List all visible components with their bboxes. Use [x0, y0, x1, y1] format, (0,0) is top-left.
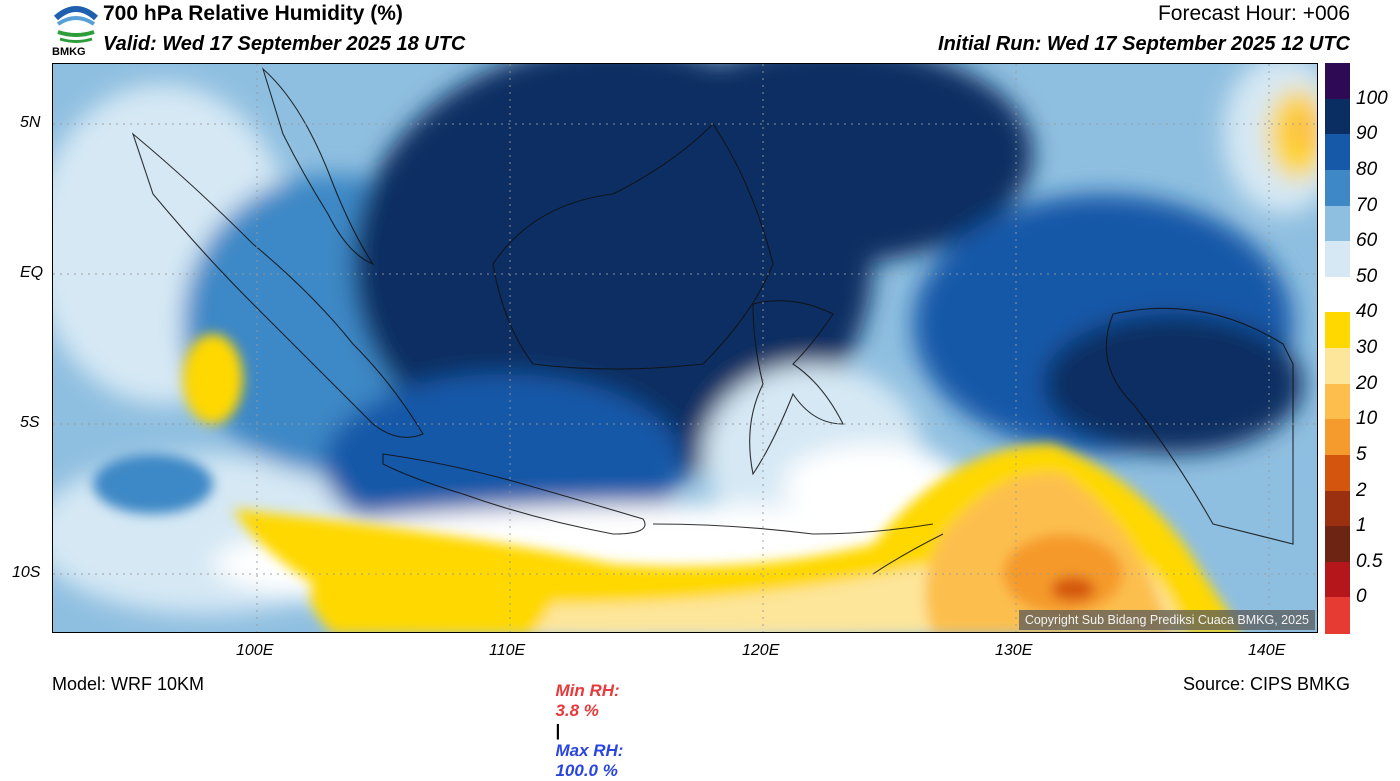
- max-rh-value: 100.0 %: [555, 761, 618, 780]
- malay-outline: [261, 67, 375, 266]
- colorbar-label: 1: [1356, 515, 1367, 537]
- lat-label-5n: 5N: [20, 114, 41, 131]
- java-outline: [382, 453, 646, 535]
- colorbar-label: 80: [1356, 158, 1378, 180]
- rh-field-20-ne: [1287, 104, 1317, 154]
- colorbar-segment: [1325, 419, 1350, 456]
- colorbar-label: 0: [1356, 586, 1367, 608]
- colorbar-label: 50: [1356, 265, 1378, 287]
- colorbar-label: 5: [1356, 443, 1367, 465]
- colorbar-segment: [1325, 561, 1350, 598]
- colorbar-segment: [1325, 454, 1350, 491]
- colorbar-segment: [1325, 169, 1350, 206]
- colorbar-segment: [1325, 348, 1350, 385]
- colorbar-segment: [1325, 205, 1350, 242]
- lat-label-10s: 10S: [12, 564, 41, 581]
- valid-time: Valid: Wed 17 September 2025 18 UTC: [103, 33, 466, 55]
- colorbar-label: 0.5: [1356, 550, 1383, 572]
- min-rh-value: 3.8 %: [555, 701, 599, 720]
- humidity-map: Copyright Sub Bidang Prediksi Cuaca BMKG…: [52, 63, 1318, 633]
- rh-field-30-west-patch: [183, 334, 243, 424]
- colorbar-label: 40: [1356, 301, 1378, 323]
- colorbar-segment: [1325, 276, 1350, 313]
- rh-field-90-papua: [1043, 314, 1303, 454]
- data-source: Source: CIPS BMKG: [1182, 674, 1350, 694]
- logo-text: BMKG: [52, 46, 86, 58]
- coastlines: [131, 67, 1294, 575]
- lon-label-120e: 120E: [742, 642, 780, 659]
- nusa-tenggara-outline: [652, 523, 934, 535]
- stats-separator: |: [555, 721, 561, 740]
- colorbar-label: 10: [1356, 408, 1378, 430]
- colorbar-label: 100: [1356, 87, 1388, 109]
- colorbar-label: 90: [1356, 123, 1378, 145]
- colorbar-segment: [1325, 597, 1350, 634]
- colorbar-segment: [1325, 241, 1350, 278]
- bmkg-logo: BMKG: [52, 2, 100, 60]
- colorbar-label: 70: [1356, 194, 1378, 216]
- colorbar-label: 20: [1356, 372, 1378, 394]
- colorbar-segment: [1325, 383, 1350, 420]
- min-rh-label: Min RH:: [555, 681, 620, 700]
- colorbar-label: 30: [1356, 337, 1378, 358]
- colorbar-segment: [1325, 63, 1350, 100]
- papua-outline: [1105, 307, 1294, 545]
- lat-label-eq: EQ: [20, 264, 44, 281]
- colorbar-segment: [1325, 312, 1350, 349]
- graticule: [53, 64, 1317, 632]
- initial-run: Initial Run: Wed 17 September 2025 12 UT…: [938, 33, 1350, 55]
- rh-stats: Min RH: 3.8 % | Max RH: 100.0 %: [546, 661, 623, 781]
- lon-label-140e: 140E: [1248, 642, 1286, 659]
- chart-title: 700 hPa Relative Humidity (%): [103, 2, 403, 25]
- lon-label-100e: 100E: [236, 642, 274, 659]
- forecast-hour: Forecast Hour: +006: [1157, 2, 1350, 25]
- model-name: Model: WRF 10KM: [52, 674, 205, 694]
- lon-label-110e: 110E: [489, 642, 526, 659]
- lat-label-5s: 5S: [20, 414, 40, 431]
- sulawesi-outline: [749, 300, 844, 476]
- sumatra-outline: [131, 132, 424, 438]
- borneo-outline: [492, 123, 774, 370]
- rh-field-1-core: [1051, 577, 1095, 601]
- lon-label-130e: 130E: [995, 642, 1033, 659]
- colorbar-segment: [1325, 490, 1350, 527]
- colorbar-segment: [1325, 526, 1350, 563]
- colorbar-label: 60: [1356, 230, 1378, 252]
- rh-field-80-west-pocket: [93, 454, 213, 514]
- colorbar-label: 2: [1356, 479, 1367, 501]
- colorbar-segment: [1325, 98, 1350, 135]
- rh-field-90-north: [633, 64, 1033, 264]
- colorbar-segment: [1325, 134, 1350, 171]
- copyright-notice: Copyright Sub Bidang Prediksi Cuaca BMKG…: [1018, 610, 1315, 630]
- timor-outline: [872, 533, 944, 575]
- max-rh-label: Max RH:: [555, 741, 624, 760]
